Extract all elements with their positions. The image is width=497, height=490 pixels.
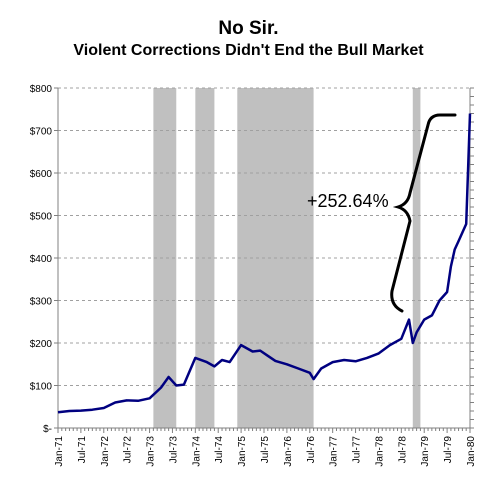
x-tick-label: Jul-72 [123,436,134,464]
x-tick-label: Jul-73 [168,436,179,464]
x-tick-label: Jan-77 [329,436,340,467]
x-tick-label: Jan-80 [466,436,477,467]
x-tick-label: Jan-74 [191,436,202,467]
y-tick-label: $100 [30,382,53,393]
x-tick-label: Jan-78 [374,436,385,467]
annotation-label: +252.64% [307,191,389,211]
x-tick-label: Jul-78 [397,436,408,464]
y-tick-label: $300 [30,297,53,308]
brace-annotation [390,113,457,313]
y-tick-label: $800 [30,84,53,95]
x-tick-label: Jul-76 [306,436,317,464]
x-tick-label: Jan-75 [237,436,248,467]
x-tick-label: Jan-76 [283,436,294,467]
y-tick-label: $200 [30,339,53,350]
x-tick-label: Jul-71 [77,436,88,464]
chart-title: No Sir. [218,18,279,39]
x-tick-label: Jan-79 [420,436,431,467]
y-tick-label: $500 [30,212,53,223]
x-tick-label: Jul-74 [214,436,225,464]
series-line [57,113,472,414]
chart-subtitle: Violent Corrections Didn't End the Bull … [73,42,424,59]
x-tick-label: Jul-77 [352,436,363,464]
x-tick-label: Jan-72 [100,436,111,467]
x-tick-label: Jan-71 [54,436,65,467]
shaded-period [412,88,421,428]
y-tick-label: $600 [30,169,53,180]
x-tick-label: Jan-73 [146,436,157,467]
y-tick-label: $- [43,424,52,435]
x-tick-label: Jul-79 [443,436,454,464]
y-tick-label: $700 [30,127,53,138]
x-tick-label: Jul-75 [260,436,271,464]
y-tick-label: $400 [30,254,53,265]
shaded-period [153,88,177,428]
